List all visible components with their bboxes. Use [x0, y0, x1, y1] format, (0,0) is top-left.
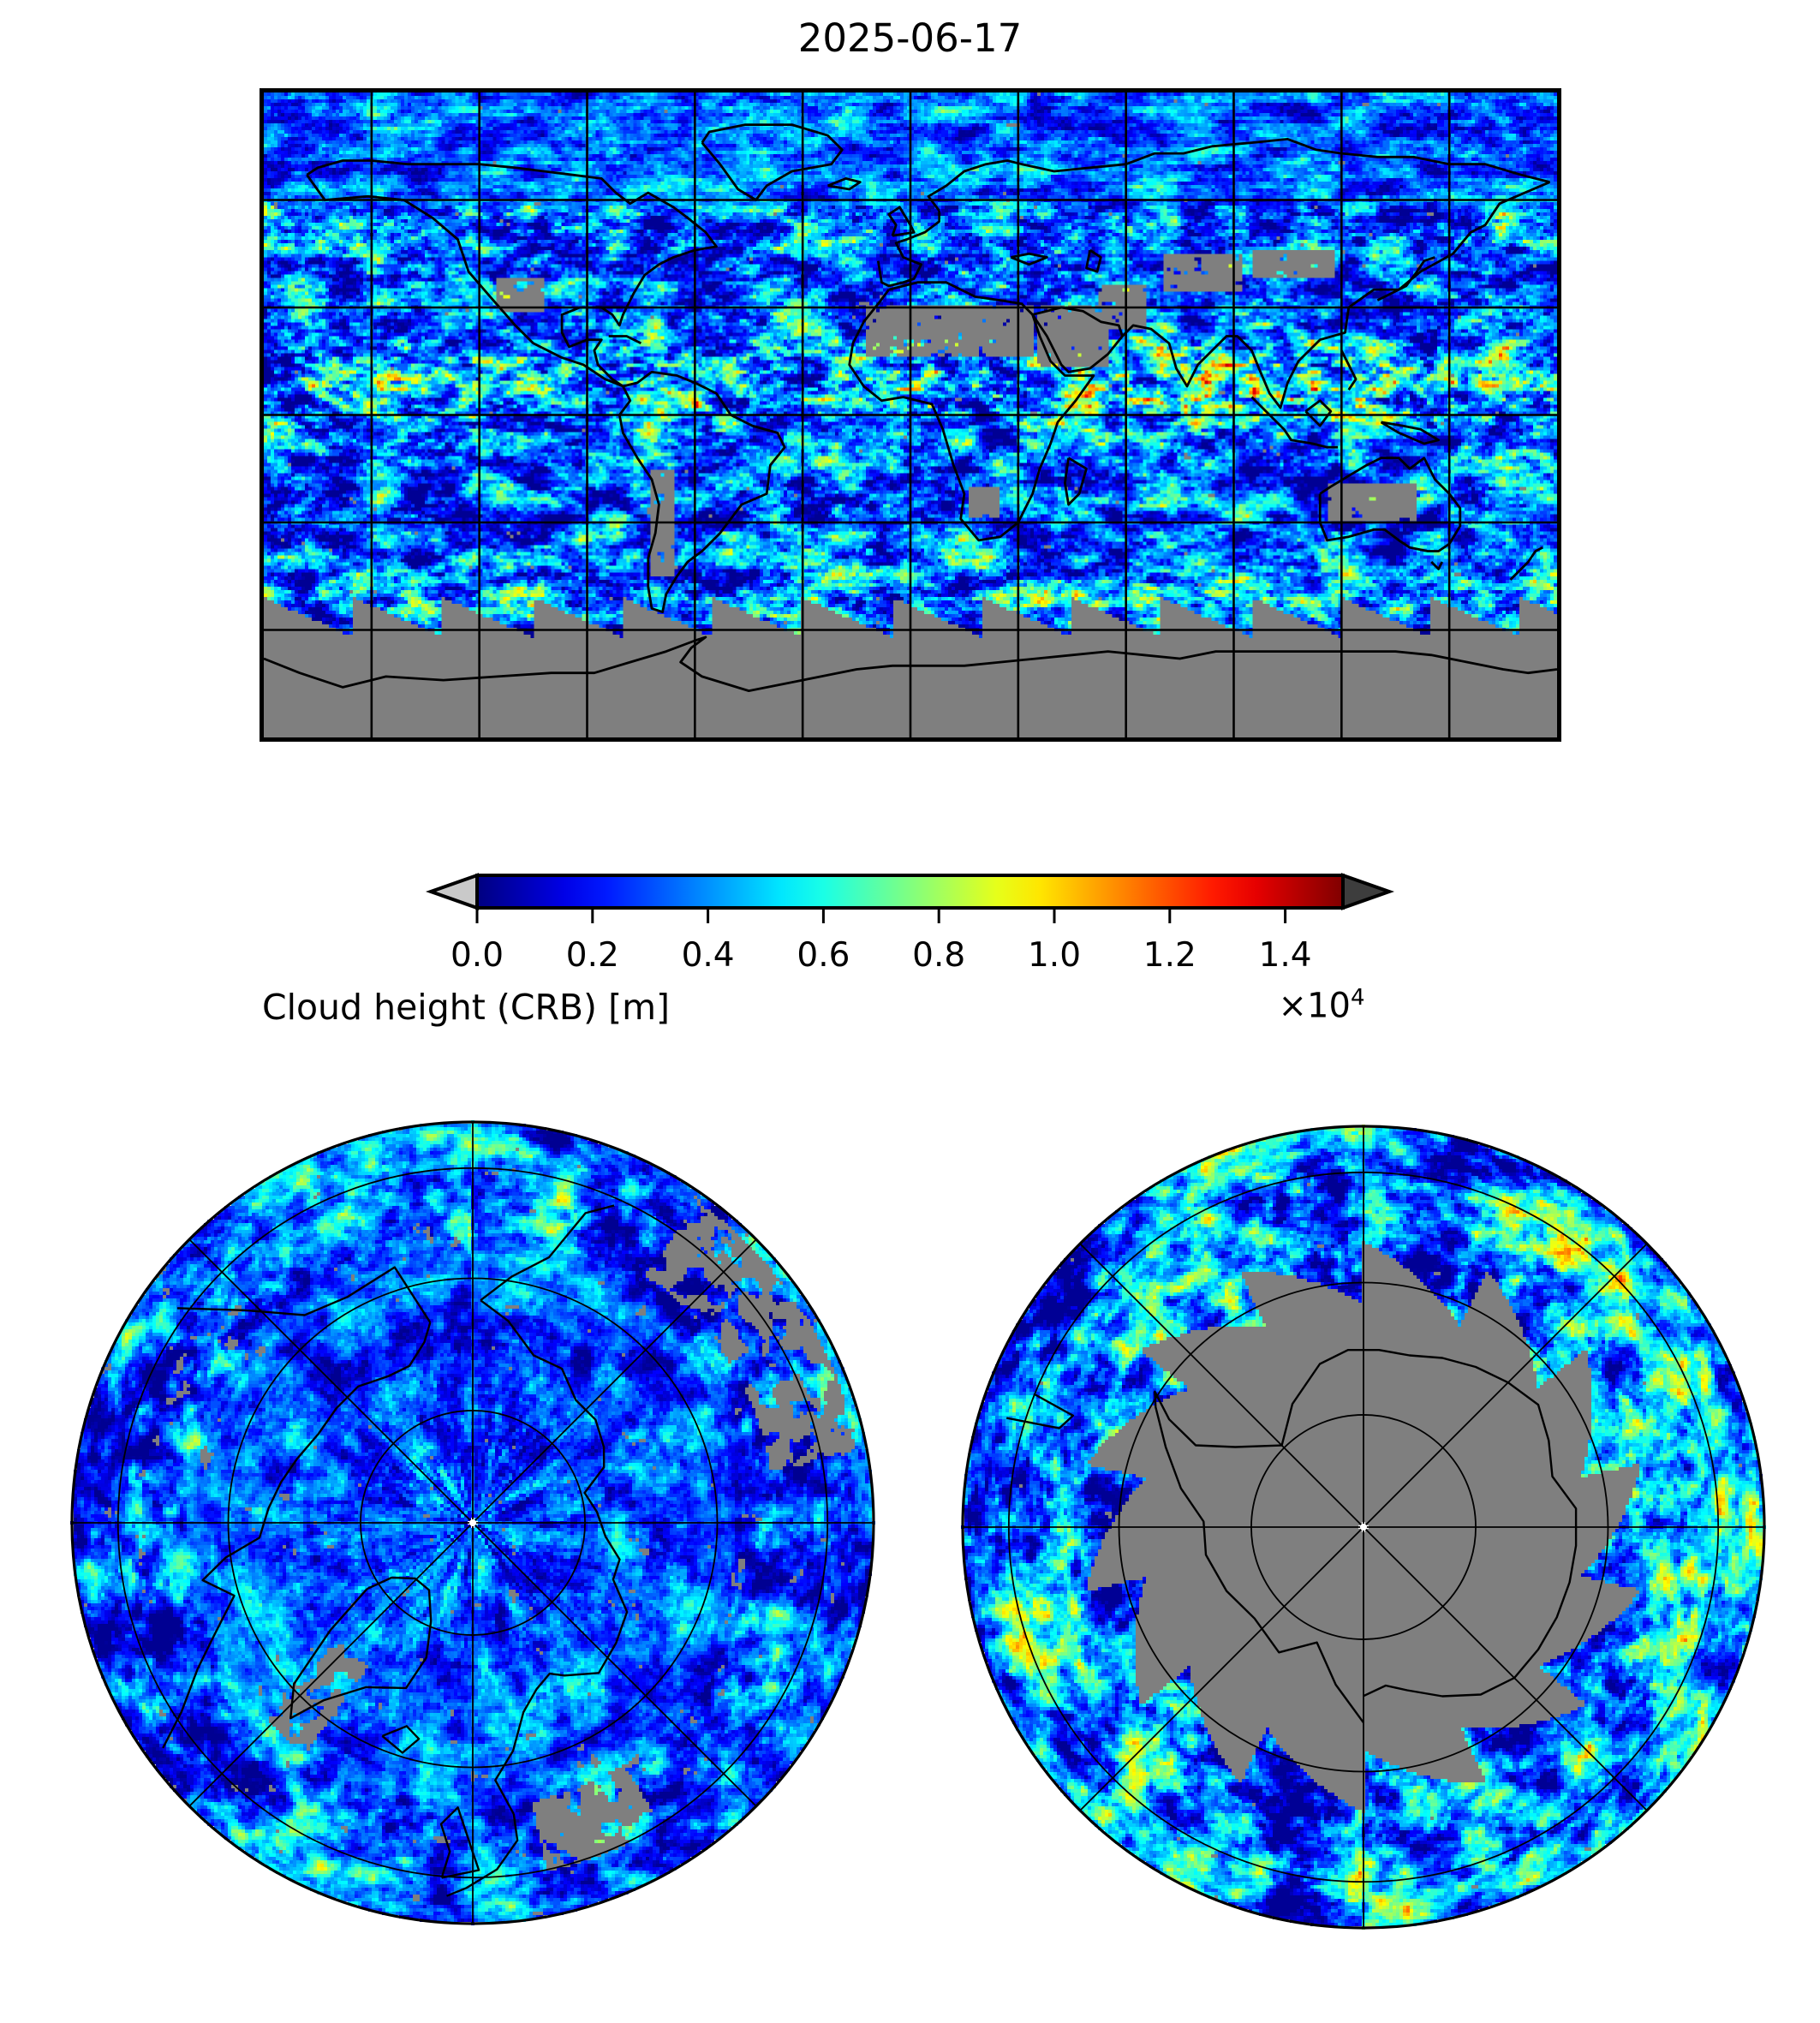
coastline-path	[1304, 399, 1333, 427]
coastline-path	[289, 1576, 433, 1720]
colorbar	[425, 873, 1395, 923]
coastline-path	[826, 177, 862, 191]
colorbar-tick-label: 0.6	[797, 936, 850, 975]
coastline-path	[1154, 1349, 1578, 1724]
latitude-ring	[116, 1167, 829, 1879]
global-map-panel	[260, 88, 1561, 742]
colorbar-under-arrow	[425, 873, 479, 910]
coastlines	[264, 123, 1557, 692]
colorbar-over-arrow	[1341, 873, 1395, 910]
coastline-path	[480, 1299, 629, 1815]
colorbar-axis-label: Cloud height (CRB) [m]	[261, 987, 671, 1028]
colorbar-tick-label: 0.8	[912, 936, 966, 975]
coastline-path	[1005, 1393, 1075, 1429]
pole-center-dot	[469, 1519, 476, 1526]
colorbar-tick-label: 0.2	[565, 936, 619, 975]
global-map-overlay	[264, 92, 1557, 737]
graticule-lines	[264, 92, 1557, 737]
coastline-path	[1121, 181, 1551, 409]
coastline-path	[876, 211, 940, 288]
polar-boundary-circle	[961, 1125, 1766, 1930]
figure-title: 2025-06-17	[797, 15, 1023, 61]
coastline-path	[176, 1266, 432, 1323]
colorbar-tick-label: 0.0	[450, 936, 504, 975]
coastline-path	[264, 636, 1557, 692]
north-polar-graticule	[70, 1120, 875, 1925]
coastline-path	[1380, 421, 1440, 445]
colorbar-tick-label: 1.4	[1258, 936, 1312, 975]
north-polar-coastlines	[162, 1204, 629, 1897]
offset-exponent: 4	[1350, 985, 1365, 1011]
south-polar-coastlines	[1005, 1349, 1578, 1724]
north-polar-overlay	[70, 1120, 875, 1925]
coastline-path	[1010, 252, 1048, 266]
coastline-path	[608, 335, 642, 345]
latitude-ring	[1118, 1281, 1609, 1773]
latitude-ring	[1007, 1171, 1720, 1883]
pole-center-dot	[1360, 1524, 1367, 1531]
south-polar-panel	[961, 1125, 1766, 1930]
colorbar-tick-label: 1.2	[1143, 936, 1196, 975]
polar-boundary-circle	[70, 1120, 875, 1925]
colorbar-tick-label: 0.4	[681, 936, 735, 975]
coastline-path	[1340, 349, 1358, 391]
coastline-path	[1250, 396, 1339, 449]
coastline-path	[1376, 256, 1435, 301]
coastline-path	[480, 1204, 615, 1302]
coastline-path	[887, 206, 916, 237]
coastline-path	[848, 281, 1095, 542]
colorbar-tick-marks	[475, 908, 1287, 923]
south-polar-overlay	[961, 1125, 1766, 1930]
coastline-path	[1085, 248, 1102, 273]
south-polar-graticule	[961, 1125, 1766, 1930]
colorbar-tick-label: 1.0	[1027, 936, 1082, 975]
latitude-ring	[1250, 1414, 1477, 1640]
coastline-path	[701, 123, 844, 201]
coastline-path	[439, 1806, 480, 1879]
coastline-path	[306, 159, 718, 388]
coastline-path	[1031, 306, 1124, 373]
coastline-path	[1318, 457, 1462, 552]
latitude-ring	[360, 1410, 586, 1636]
coastline-path	[618, 370, 786, 613]
coastline-path	[381, 1725, 421, 1754]
latitude-ring	[227, 1277, 719, 1769]
coastline-path	[1064, 457, 1088, 506]
coastline-path	[927, 138, 1550, 212]
colorbar-gradient-bar	[475, 874, 1345, 910]
north-polar-panel	[70, 1120, 875, 1925]
coastline-path	[446, 1813, 519, 1897]
coastline-path	[1430, 561, 1444, 570]
offset-mantissa: ×10	[1278, 986, 1351, 1026]
coastline-path	[162, 1322, 432, 1749]
colorbar-offset-text: ×104	[1279, 985, 1365, 1025]
coastline-path	[1509, 546, 1543, 581]
